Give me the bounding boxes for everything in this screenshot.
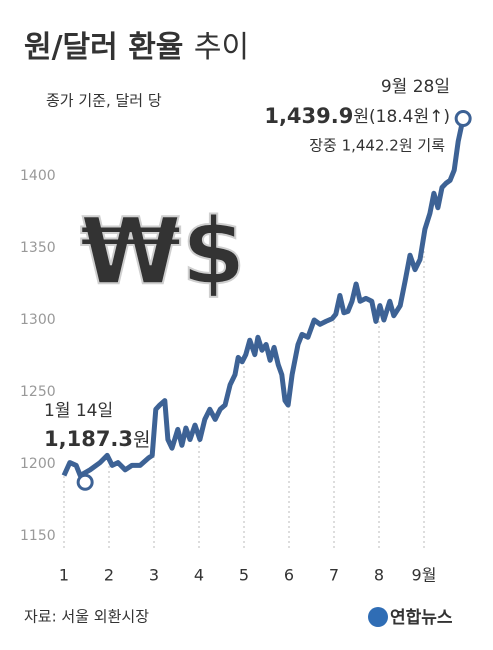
y-tick-label: 1350 <box>20 240 56 256</box>
y-tick-label: 1300 <box>20 312 56 328</box>
annotation-unit: 원 <box>133 429 150 451</box>
source: 자료: 서울 외환시장 <box>24 608 149 626</box>
x-tick-label: 7 <box>329 566 339 585</box>
annotation-value: 1,439.9원(18.4원↑) <box>264 104 450 128</box>
title-bold: 원/달러 환율 <box>24 30 183 65</box>
point-marker <box>454 110 472 128</box>
x-tick-label: 4 <box>194 566 204 585</box>
x-tick-label: 1 <box>59 566 69 585</box>
annotation-value: 1,187.3원 <box>44 427 151 451</box>
annotation-note: 장중 1,442.2원 기록 <box>309 137 445 155</box>
logo-icon <box>368 607 388 627</box>
watermark: ₩$ <box>80 198 246 305</box>
title-rest: 추이 <box>194 30 249 65</box>
y-tick-label: 1200 <box>20 456 56 472</box>
annotation-number: 1,439.9 <box>264 104 353 128</box>
x-tick-label: 6 <box>284 566 294 585</box>
point-marker <box>76 473 94 491</box>
chart-title: 원/달러 환율 추이 <box>24 30 249 65</box>
y-tick-label: 1400 <box>20 168 56 184</box>
x-tick-label: 5 <box>239 566 249 585</box>
x-tick-label: 9월 <box>412 566 437 585</box>
annotation-number: 1,187.3 <box>44 427 133 451</box>
annotation-unit: 원(18.4원↑) <box>353 107 450 127</box>
annotation-date: 1월 14일 <box>44 401 113 421</box>
y-tick-label: 1250 <box>20 384 56 400</box>
x-tick-label: 8 <box>374 566 384 585</box>
line <box>61 117 466 478</box>
x-tick-label: 3 <box>149 566 159 585</box>
logo: 연합뉴스 <box>390 607 453 628</box>
annotation-date: 9월 28일 <box>381 77 450 97</box>
subtitle: 종가 기준, 달러 당 <box>46 92 162 110</box>
y-tick-label: 1150 <box>20 528 56 544</box>
x-tick-label: 2 <box>104 566 114 585</box>
